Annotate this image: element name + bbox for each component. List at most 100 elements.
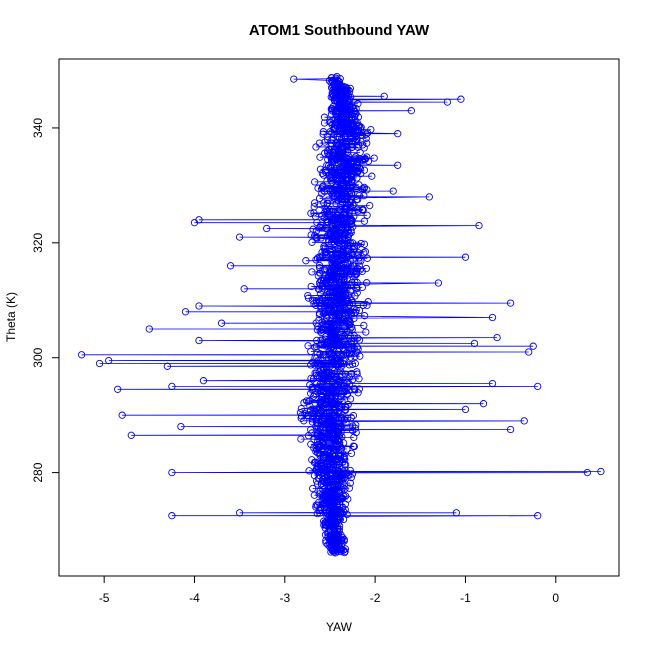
data-point <box>360 312 369 320</box>
data-point <box>319 130 327 138</box>
data-point <box>355 375 363 383</box>
data-point <box>317 340 325 349</box>
data-point <box>452 509 461 517</box>
data-point <box>488 379 497 388</box>
data-point <box>311 178 319 186</box>
data-point <box>493 333 501 342</box>
data-point <box>354 100 362 108</box>
data-point <box>363 301 371 310</box>
data-point <box>461 253 470 261</box>
data-point <box>346 353 355 361</box>
data-point <box>346 466 354 475</box>
data-point <box>327 391 335 399</box>
data-point <box>338 370 346 379</box>
data-point <box>334 377 342 386</box>
data-point <box>310 203 318 211</box>
data-point <box>332 306 341 314</box>
data-point <box>326 248 335 256</box>
data-point <box>364 298 372 306</box>
y-tick-label: 320 <box>31 232 45 252</box>
data-point <box>339 116 347 125</box>
data-point <box>195 216 203 224</box>
data-point <box>323 199 331 207</box>
data-point <box>359 301 367 309</box>
x-tick-label: -2 <box>370 591 381 605</box>
data-point <box>199 377 208 385</box>
data-point <box>327 255 335 263</box>
data-point <box>309 484 317 493</box>
data-point <box>334 423 342 431</box>
data-point <box>168 512 176 520</box>
data-point <box>327 387 335 395</box>
data-point <box>425 193 433 201</box>
data-point <box>534 512 542 520</box>
data-point <box>322 359 331 367</box>
data-point <box>263 224 271 233</box>
data-point <box>304 342 312 350</box>
data-point <box>348 360 357 368</box>
data-point <box>315 309 324 317</box>
data-point <box>506 299 515 307</box>
data-point <box>327 73 336 82</box>
data-point <box>349 411 358 420</box>
data-point <box>217 319 226 327</box>
data-point <box>322 314 331 322</box>
data-point <box>308 409 316 418</box>
data-point <box>488 313 497 322</box>
data-point <box>343 390 352 398</box>
data-point <box>127 431 135 439</box>
data-point <box>317 254 325 262</box>
data-point <box>380 92 388 100</box>
data-point <box>356 148 364 157</box>
data-point <box>297 404 305 413</box>
data-point <box>323 147 332 155</box>
data-point <box>226 262 235 270</box>
data-point <box>339 246 347 254</box>
data-point <box>315 316 323 324</box>
data-point <box>325 446 333 454</box>
data-point <box>362 130 370 138</box>
data-point <box>351 385 359 393</box>
data-point <box>315 194 324 202</box>
data-point <box>313 254 322 262</box>
data-point <box>145 325 153 333</box>
data-point <box>290 75 298 83</box>
data-layer <box>77 72 605 557</box>
data-point <box>316 165 325 173</box>
data-point <box>320 242 328 251</box>
data-point <box>529 342 537 350</box>
data-point <box>362 264 370 273</box>
data-point <box>351 359 359 368</box>
data-point <box>326 407 334 415</box>
data-point <box>340 275 348 283</box>
data-point <box>320 454 328 462</box>
data-point <box>338 471 346 479</box>
data-point <box>297 414 305 422</box>
data-point <box>240 285 248 293</box>
x-axis-label: YAW <box>326 620 353 634</box>
data-point <box>343 445 351 453</box>
data-point <box>368 172 376 180</box>
data-point <box>305 467 313 475</box>
data-point <box>346 479 354 487</box>
data-point <box>328 354 336 362</box>
data-point <box>360 217 369 225</box>
data-point <box>321 457 329 465</box>
data-point <box>363 254 372 262</box>
data-point <box>353 289 361 297</box>
data-point <box>309 358 317 366</box>
data-point <box>336 453 344 461</box>
data-point <box>345 212 353 220</box>
data-point <box>321 309 329 317</box>
data-point <box>389 187 397 195</box>
data-point <box>363 211 371 219</box>
data-point <box>317 328 325 337</box>
data-point <box>309 225 317 233</box>
data-point <box>308 238 316 246</box>
data-point <box>525 348 533 356</box>
data-point <box>328 76 336 85</box>
data-point <box>506 425 515 434</box>
data-point <box>329 207 337 215</box>
data-point <box>347 220 355 229</box>
data-point <box>195 336 203 345</box>
